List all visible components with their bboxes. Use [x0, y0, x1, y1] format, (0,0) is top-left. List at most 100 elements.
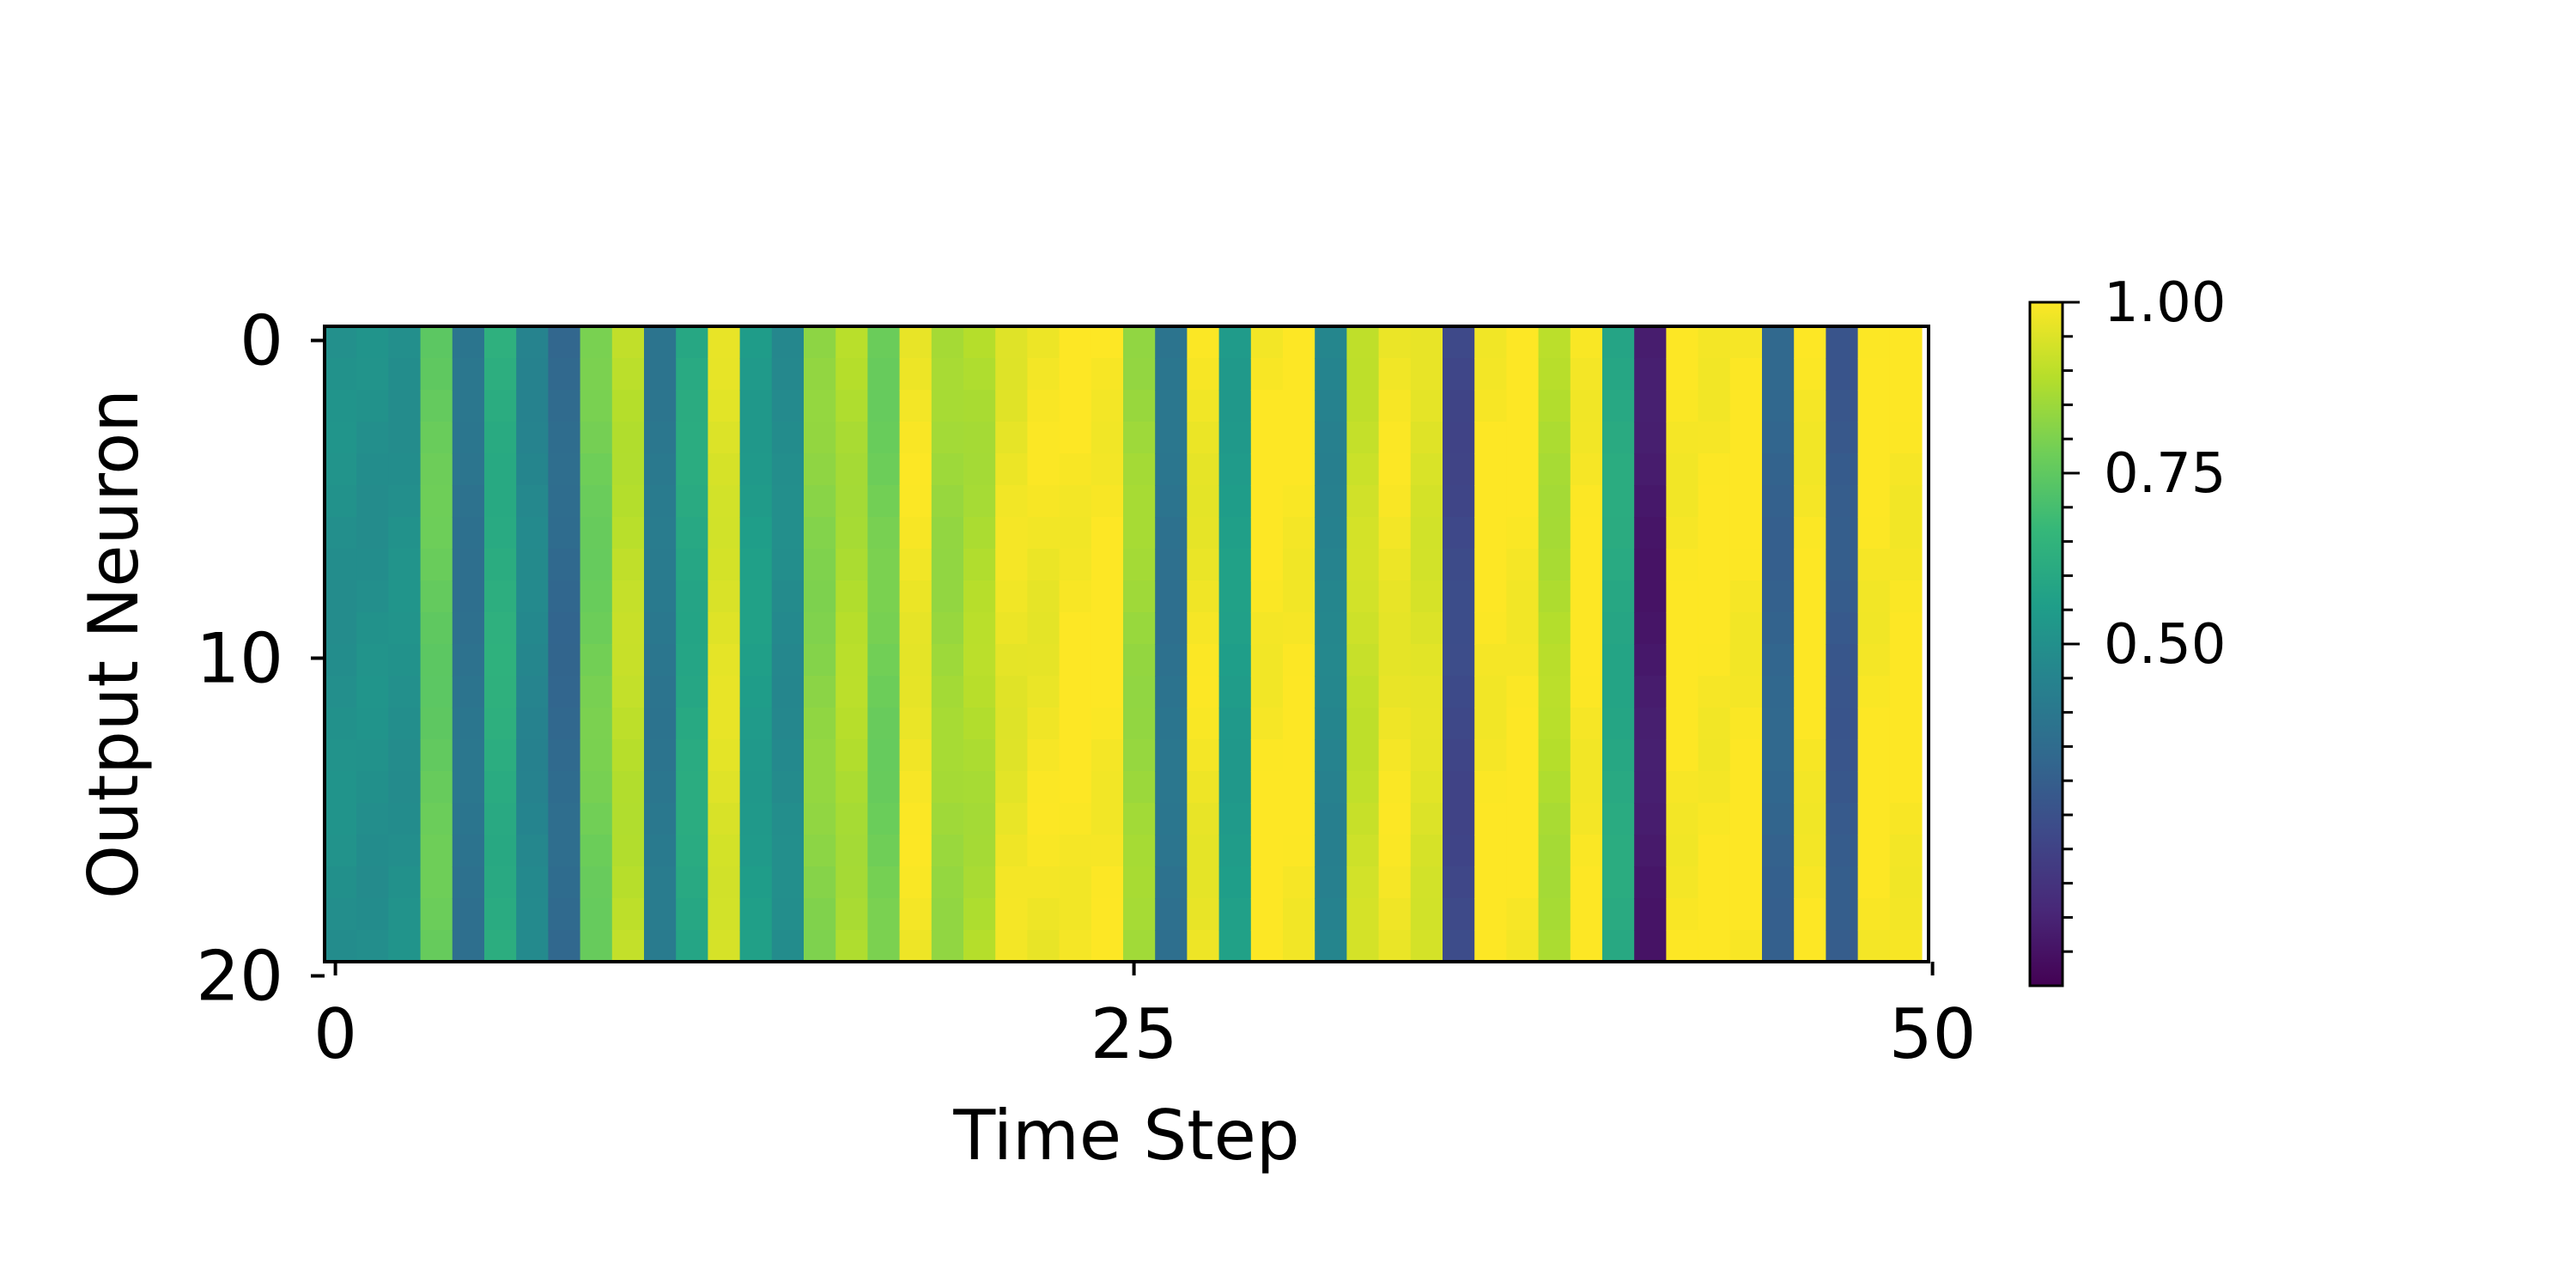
heatmap-cell	[931, 771, 964, 804]
heatmap-cell	[867, 612, 901, 645]
heatmap-cell	[1729, 803, 1763, 835]
heatmap-cell	[484, 580, 517, 613]
heatmap-cell	[1570, 580, 1603, 613]
heatmap-cell	[1634, 517, 1667, 550]
heatmap-cell	[1410, 644, 1443, 677]
heatmap-cell	[867, 422, 901, 454]
heatmap-cell	[611, 708, 645, 740]
heatmap-cell	[1762, 453, 1795, 486]
heatmap-cell	[1889, 708, 1923, 740]
heatmap-cell	[1762, 835, 1795, 867]
heatmap-cell	[1698, 708, 1731, 740]
heatmap-cell	[1762, 930, 1795, 963]
heatmap-cell	[1570, 453, 1603, 486]
heatmap-cell	[1729, 771, 1763, 804]
heatmap-cell	[771, 898, 805, 931]
heatmap-cell	[1346, 771, 1380, 804]
heatmap-cell	[1794, 453, 1826, 486]
heatmap-cell	[1506, 708, 1540, 740]
heatmap-cell	[420, 866, 453, 899]
heatmap-cell	[804, 739, 836, 772]
heatmap-cell	[1250, 708, 1284, 740]
heatmap-cell	[452, 771, 485, 804]
heatmap-cell	[388, 358, 422, 391]
heatmap-cell	[1698, 835, 1731, 867]
heatmap-cell	[1218, 485, 1252, 518]
heatmap-cell	[1762, 739, 1795, 772]
heatmap-cell	[1474, 644, 1507, 677]
heatmap-cell	[1378, 485, 1412, 518]
heatmap-cell	[1634, 835, 1667, 867]
heatmap-cell	[1346, 644, 1380, 677]
heatmap-cell	[1857, 612, 1891, 645]
heatmap-cell	[388, 390, 422, 422]
heatmap-cell	[1378, 771, 1412, 804]
heatmap-cell	[1315, 803, 1347, 835]
heatmap-cell	[644, 866, 677, 899]
heatmap-cell	[1666, 453, 1699, 486]
heatmap-cell	[1634, 549, 1667, 581]
heatmap-cell	[1506, 422, 1540, 454]
heatmap-cell	[388, 549, 422, 581]
heatmap-cell	[420, 898, 453, 931]
heatmap-cell	[1283, 644, 1315, 677]
x-axis-label: Time Step	[952, 1096, 1299, 1176]
heatmap-cell	[676, 835, 708, 867]
heatmap-cell	[835, 517, 868, 550]
heatmap-cell	[739, 358, 773, 391]
heatmap-cell	[771, 708, 805, 740]
heatmap-cell	[1091, 930, 1124, 963]
heatmap-cell	[452, 835, 485, 867]
heatmap-cell	[1410, 422, 1443, 454]
heatmap-cell	[611, 453, 645, 486]
heatmap-cell	[1857, 517, 1891, 550]
heatmap-cell	[1634, 485, 1667, 518]
heatmap-cell	[1123, 835, 1156, 867]
heatmap-cell	[1474, 803, 1507, 835]
heatmap-cell	[325, 612, 357, 645]
heatmap-cell	[1794, 835, 1826, 867]
heatmap-cell	[867, 644, 901, 677]
heatmap-cell	[1666, 866, 1699, 899]
heatmap-cell	[739, 422, 773, 454]
heatmap-cell	[548, 930, 581, 963]
heatmap-cell	[931, 517, 964, 550]
heatmap-cell	[804, 676, 836, 708]
heatmap-cell	[1826, 549, 1859, 581]
heatmap-cell	[708, 930, 741, 963]
heatmap-cell	[1570, 485, 1603, 518]
heatmap-cell	[1826, 739, 1859, 772]
heatmap-cell	[804, 771, 836, 804]
heatmap-cell	[995, 326, 1028, 359]
heatmap-cell	[325, 803, 357, 835]
heatmap-cell	[1027, 326, 1060, 359]
heatmap-cell	[452, 326, 485, 359]
heatmap-cell	[516, 835, 549, 867]
heatmap-cell	[1155, 708, 1188, 740]
heatmap-cell	[1027, 358, 1060, 391]
y-tick-label: 0	[240, 301, 283, 381]
heatmap-cell	[516, 390, 549, 422]
heatmap-cell	[1027, 517, 1060, 550]
heatmap-cell	[995, 644, 1028, 677]
heatmap-cell	[1666, 517, 1699, 550]
heatmap-cell	[1506, 898, 1540, 931]
heatmap-cell	[1698, 422, 1731, 454]
heatmap-cell	[1187, 676, 1220, 708]
heatmap-cell	[548, 326, 581, 359]
heatmap-cell	[1857, 549, 1891, 581]
heatmap-cell	[1378, 390, 1412, 422]
heatmap-cell	[1187, 326, 1220, 359]
heatmap-cell	[1762, 708, 1795, 740]
heatmap-cell	[739, 453, 773, 486]
heatmap-cell	[548, 485, 581, 518]
heatmap-cell	[931, 930, 964, 963]
heatmap-cell	[1443, 517, 1475, 550]
colorbar-tick-label: 0.50	[2104, 613, 2227, 677]
heatmap-cell	[1570, 644, 1603, 677]
heatmap-cell	[1538, 771, 1571, 804]
heatmap-cell	[1123, 771, 1156, 804]
heatmap-cell	[1250, 580, 1284, 613]
heatmap-cell	[1474, 580, 1507, 613]
heatmap-cell	[771, 422, 805, 454]
